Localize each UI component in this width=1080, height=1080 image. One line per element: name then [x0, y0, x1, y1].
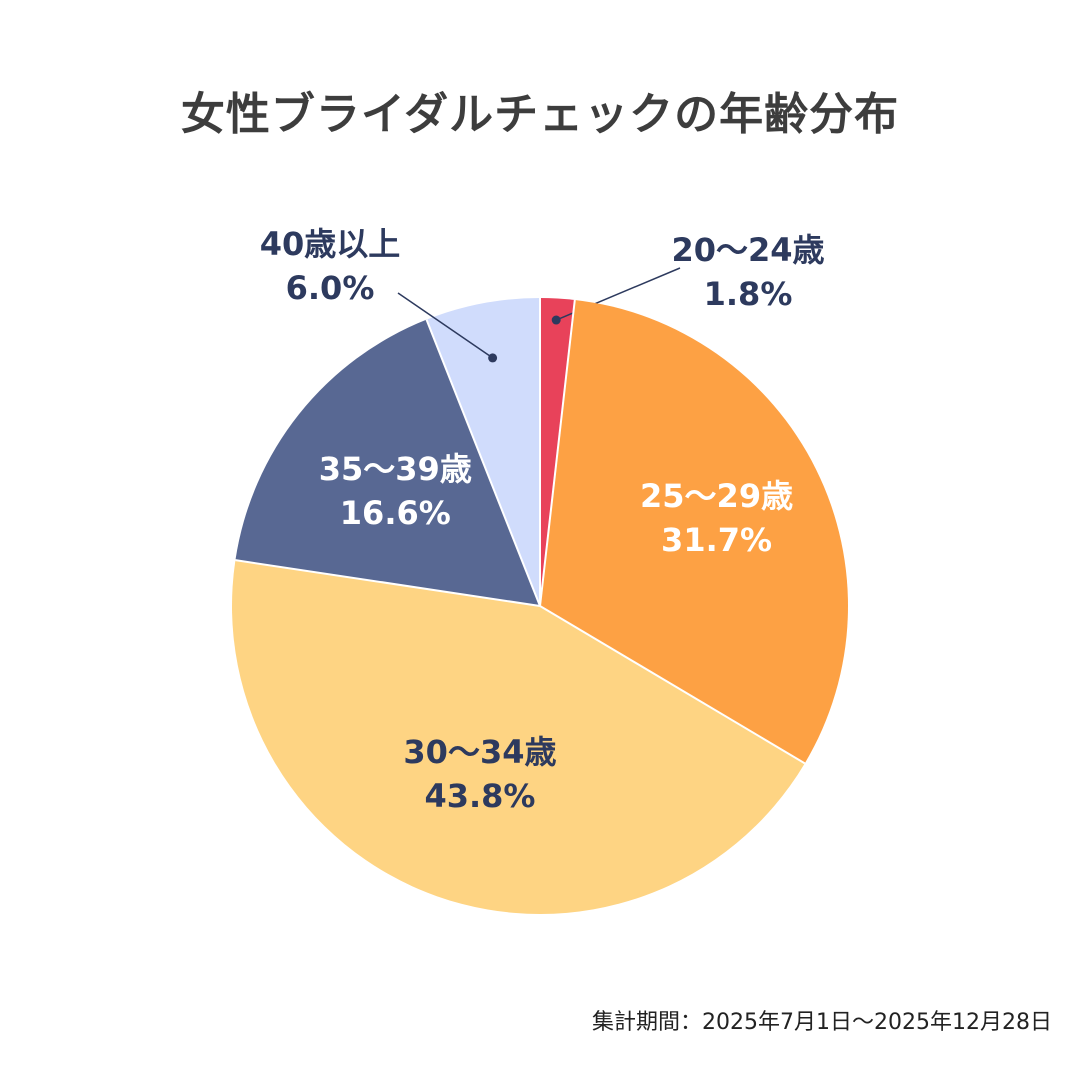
slice-label-40-plus: 40歳以上 6.0%	[200, 222, 460, 310]
slice-category-label: 40歳以上	[259, 225, 401, 263]
pie-slice	[231, 560, 805, 915]
slice-percent-label: 1.8%	[703, 275, 793, 313]
slice-percent-label: 31.7%	[661, 521, 773, 560]
slice-category-label: 20〜24歳	[671, 231, 825, 269]
slice-label-25-29: 25〜29歳 31.7%	[587, 474, 847, 562]
slice-category-label: 25〜29歳	[640, 477, 794, 516]
slice-separator	[539, 299, 576, 607]
slice-label-35-39: 35〜39歳 16.6%	[265, 447, 525, 535]
pie-slice	[540, 299, 848, 764]
pie-slice	[235, 319, 540, 606]
pie-slice	[426, 298, 540, 606]
slice-percent-label: 43.8%	[424, 777, 536, 816]
slice-category-label: 35〜39歳	[318, 450, 472, 489]
slice-percent-label: 16.6%	[339, 494, 451, 533]
leader-line	[397, 292, 494, 359]
slice-percent-label: 6.0%	[285, 269, 375, 307]
slice-separator	[425, 319, 541, 607]
slice-separator	[235, 559, 541, 607]
chart-title: 女性ブライダルチェックの年齢分布	[180, 89, 900, 140]
leader-dot	[488, 353, 498, 363]
collection-period-note: 集計期間：2025年7月1日〜2025年12月28日	[592, 1010, 1052, 1035]
slice-label-30-34: 30〜34歳 43.8%	[350, 730, 610, 818]
slice-category-label: 30〜34歳	[403, 733, 557, 772]
slice-separator	[539, 605, 806, 765]
leader-dot	[551, 315, 561, 325]
slice-label-20-24: 20〜24歳 1.8%	[618, 228, 878, 316]
